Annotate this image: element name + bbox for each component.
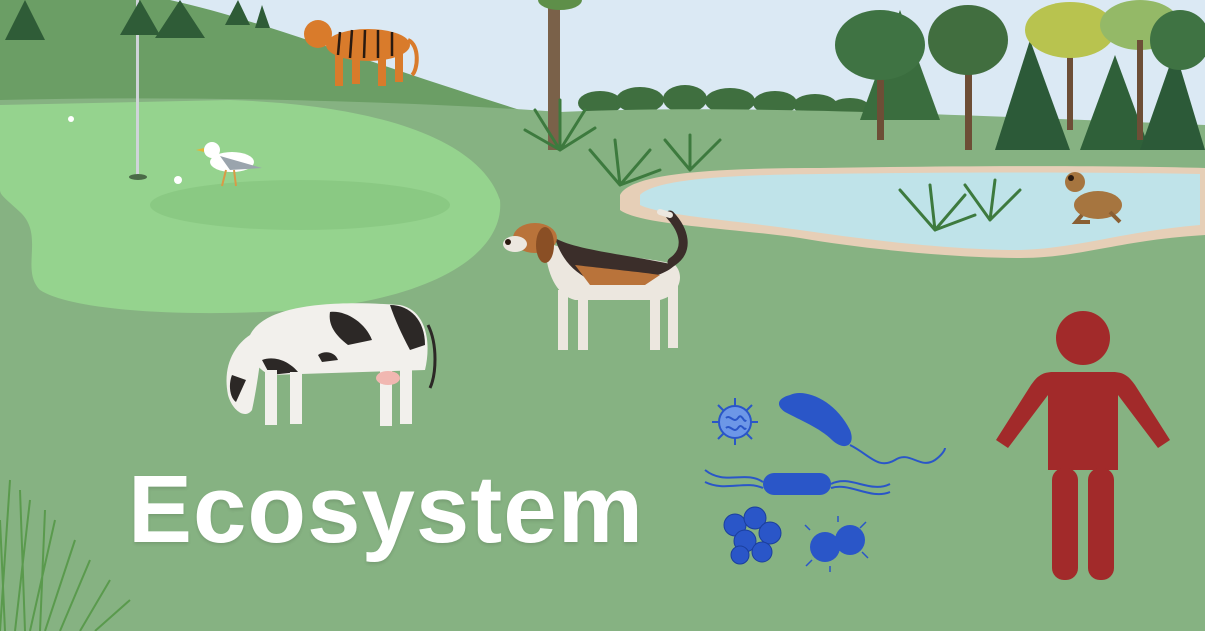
seagull-icon [196, 142, 262, 187]
golf-ball-icon [174, 176, 182, 184]
tree-icon [538, 0, 582, 150]
right-forest [835, 0, 1205, 150]
bird-shadow [150, 180, 450, 230]
tree-icon [5, 0, 270, 40]
frog-icon [1065, 172, 1122, 224]
golf-ball-icon [68, 116, 74, 122]
diplococcus-icon [804, 516, 869, 572]
golf-flag-icon [129, 0, 147, 180]
human-figure-icon [996, 311, 1170, 580]
page-title: Ecosystem [128, 456, 644, 563]
beagle-dog-icon [503, 209, 688, 350]
flagellated-bacterium-icon [704, 469, 891, 496]
cow-icon [226, 303, 437, 426]
bacillus-icon [778, 393, 946, 465]
grass-icon [0, 479, 131, 631]
grass-icon [523, 98, 1022, 232]
virus-icon [712, 398, 758, 445]
coccus-cluster-icon [723, 506, 782, 565]
tiger-icon [304, 20, 419, 86]
